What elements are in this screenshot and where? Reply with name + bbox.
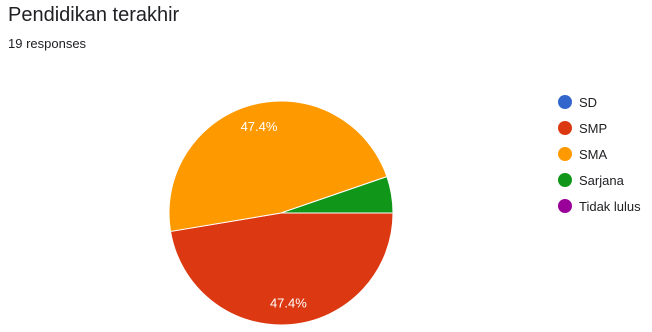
legend-swatch-icon: [558, 95, 572, 109]
data-label-sma: 47.4%: [241, 119, 278, 134]
legend-item-sma[interactable]: SMA: [558, 144, 641, 164]
pie-slice-sma[interactable]: [168, 100, 388, 233]
response-count: 19 responses: [8, 36, 87, 51]
chart-legend: SD SMP SMA Sarjana Tidak lulus: [558, 92, 641, 222]
legend-item-smp[interactable]: SMP: [558, 118, 641, 138]
legend-swatch-icon: [558, 121, 572, 135]
legend-swatch-icon: [558, 199, 572, 213]
pie-slice-smp[interactable]: [169, 212, 394, 326]
legend-swatch-icon: [558, 147, 572, 161]
legend-item-sd[interactable]: SD: [558, 92, 641, 112]
legend-label: Sarjana: [579, 172, 624, 188]
legend-swatch-icon: [558, 173, 572, 187]
pie-slice-sarjana[interactable]: [280, 175, 394, 214]
legend-label: Tidak lulus: [579, 198, 641, 214]
legend-label: SMA: [579, 146, 608, 162]
chart-title: Pendidikan terakhir: [8, 4, 180, 26]
data-label-smp: 47.4%: [270, 295, 307, 310]
legend-item-tidak-lulus[interactable]: Tidak lulus: [558, 196, 641, 216]
legend-label: SMP: [579, 120, 608, 136]
legend-item-sarjana[interactable]: Sarjana: [558, 170, 641, 190]
legend-label: SD: [579, 94, 598, 110]
